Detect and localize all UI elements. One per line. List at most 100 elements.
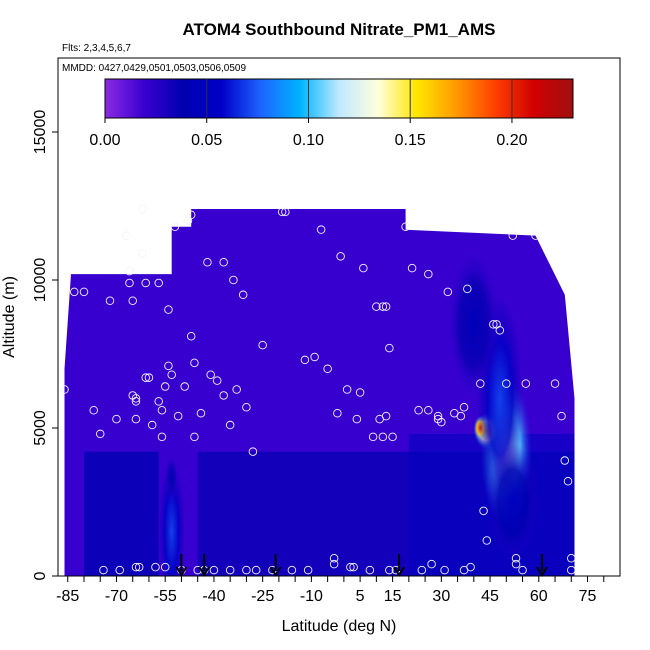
observation-point (355, 388, 365, 397)
observation-point (352, 414, 362, 424)
x-tick-label: 5 (356, 588, 365, 605)
observation-point (414, 405, 423, 415)
observation-point (112, 414, 121, 424)
x-tick-label: 75 (579, 588, 597, 605)
observation-point (521, 379, 531, 388)
observation-point (560, 456, 570, 465)
flight-arrow (175, 554, 188, 577)
observation-point (368, 432, 378, 442)
observation-point (381, 411, 391, 421)
observation-point (407, 263, 417, 273)
x-tick-label: 30 (432, 588, 450, 605)
observation-point (154, 397, 163, 406)
y-tick-label: 0 (32, 571, 49, 580)
x-tick-label: -25 (251, 588, 274, 605)
observation-point (342, 385, 352, 394)
observation-point (424, 269, 433, 279)
observation-point (518, 565, 527, 575)
observation-point (157, 432, 167, 442)
observation-point (443, 287, 453, 297)
x-tick-label: 60 (530, 588, 548, 605)
observation-point (170, 222, 180, 231)
observation-point (372, 302, 381, 311)
x-tick-label: -40 (202, 588, 225, 605)
observation-point (229, 275, 238, 285)
observation-point (99, 565, 108, 575)
observation-point (346, 562, 355, 572)
observation-point (531, 231, 540, 240)
observation-point (196, 408, 206, 418)
observation-point (258, 340, 267, 350)
observation-point (141, 278, 150, 288)
observation-point (131, 397, 141, 406)
observation-point (495, 326, 505, 335)
observation-point (167, 370, 176, 379)
observation-point (160, 562, 170, 572)
flight-arrow (198, 554, 211, 577)
observation-point (125, 266, 134, 276)
x-axis: -85 -70 -55 -40 -25 -10 5 15 30 45 60 75 (56, 576, 605, 605)
x-tick-label: -85 (56, 588, 79, 605)
flights-label: Flts: 2,3,4,5,6,7 (62, 43, 131, 54)
observation-point (209, 565, 219, 575)
observation-point (424, 405, 433, 415)
x-tick-label: 15 (384, 588, 402, 605)
observation-point (508, 231, 518, 240)
observation-point (365, 565, 375, 575)
observation-point (557, 411, 566, 421)
y-tick-label: 10000 (32, 258, 49, 303)
field-hotspot (165, 454, 179, 502)
observation-point (427, 559, 436, 569)
observation-point (303, 565, 313, 575)
colorbar-gradient (104, 78, 574, 119)
observation-point (563, 477, 573, 486)
x-tick-label: -10 (300, 588, 323, 605)
observation-point (232, 385, 241, 394)
chart-title: ATOM4 Southbound Nitrate_PM1_AMS (183, 20, 496, 39)
observation-point (164, 305, 173, 314)
flight-arrows (175, 554, 548, 577)
observation-point (437, 417, 446, 427)
field-hotspot (447, 250, 500, 399)
observation-point (251, 565, 261, 575)
observation-point (333, 408, 342, 418)
observation-point (144, 373, 154, 382)
colorbar-tick-label: 0.20 (496, 132, 527, 149)
observation-point (151, 562, 160, 572)
observation-point (95, 429, 105, 439)
observation-point (219, 257, 228, 267)
observation-point (186, 210, 196, 220)
colorbar-tick-label: 0.05 (191, 132, 222, 149)
observation-point (138, 204, 147, 214)
observation-point (459, 403, 469, 412)
observation-point (287, 565, 297, 575)
observation-point (385, 565, 394, 575)
x-tick-label: 45 (481, 588, 499, 605)
observation-point (203, 257, 212, 267)
observation-points (60, 204, 576, 575)
observation-point (212, 376, 222, 385)
observation-point (310, 352, 319, 362)
observation-point (183, 216, 193, 226)
observation-point (105, 296, 115, 305)
y-axis: 0 5000 10000 15000 (32, 110, 58, 580)
observation-point (60, 385, 69, 394)
observation-point (131, 414, 141, 424)
observation-point (164, 361, 173, 371)
observation-point (121, 231, 131, 240)
observation-point (154, 278, 163, 288)
observation-point (388, 432, 397, 442)
observation-point (131, 394, 141, 403)
observation-point (300, 355, 310, 365)
observation-point (401, 222, 410, 231)
observation-point (157, 405, 167, 415)
observation-point (131, 562, 141, 572)
colorbar-tick-label: 0.15 (395, 132, 426, 149)
colorbar-tick-label: 0.10 (293, 132, 324, 149)
observation-point (385, 343, 394, 353)
observation-point (479, 506, 488, 516)
observation-point (329, 553, 339, 563)
observation-point (381, 302, 391, 311)
observation-point (125, 278, 134, 288)
observation-point (180, 382, 189, 391)
